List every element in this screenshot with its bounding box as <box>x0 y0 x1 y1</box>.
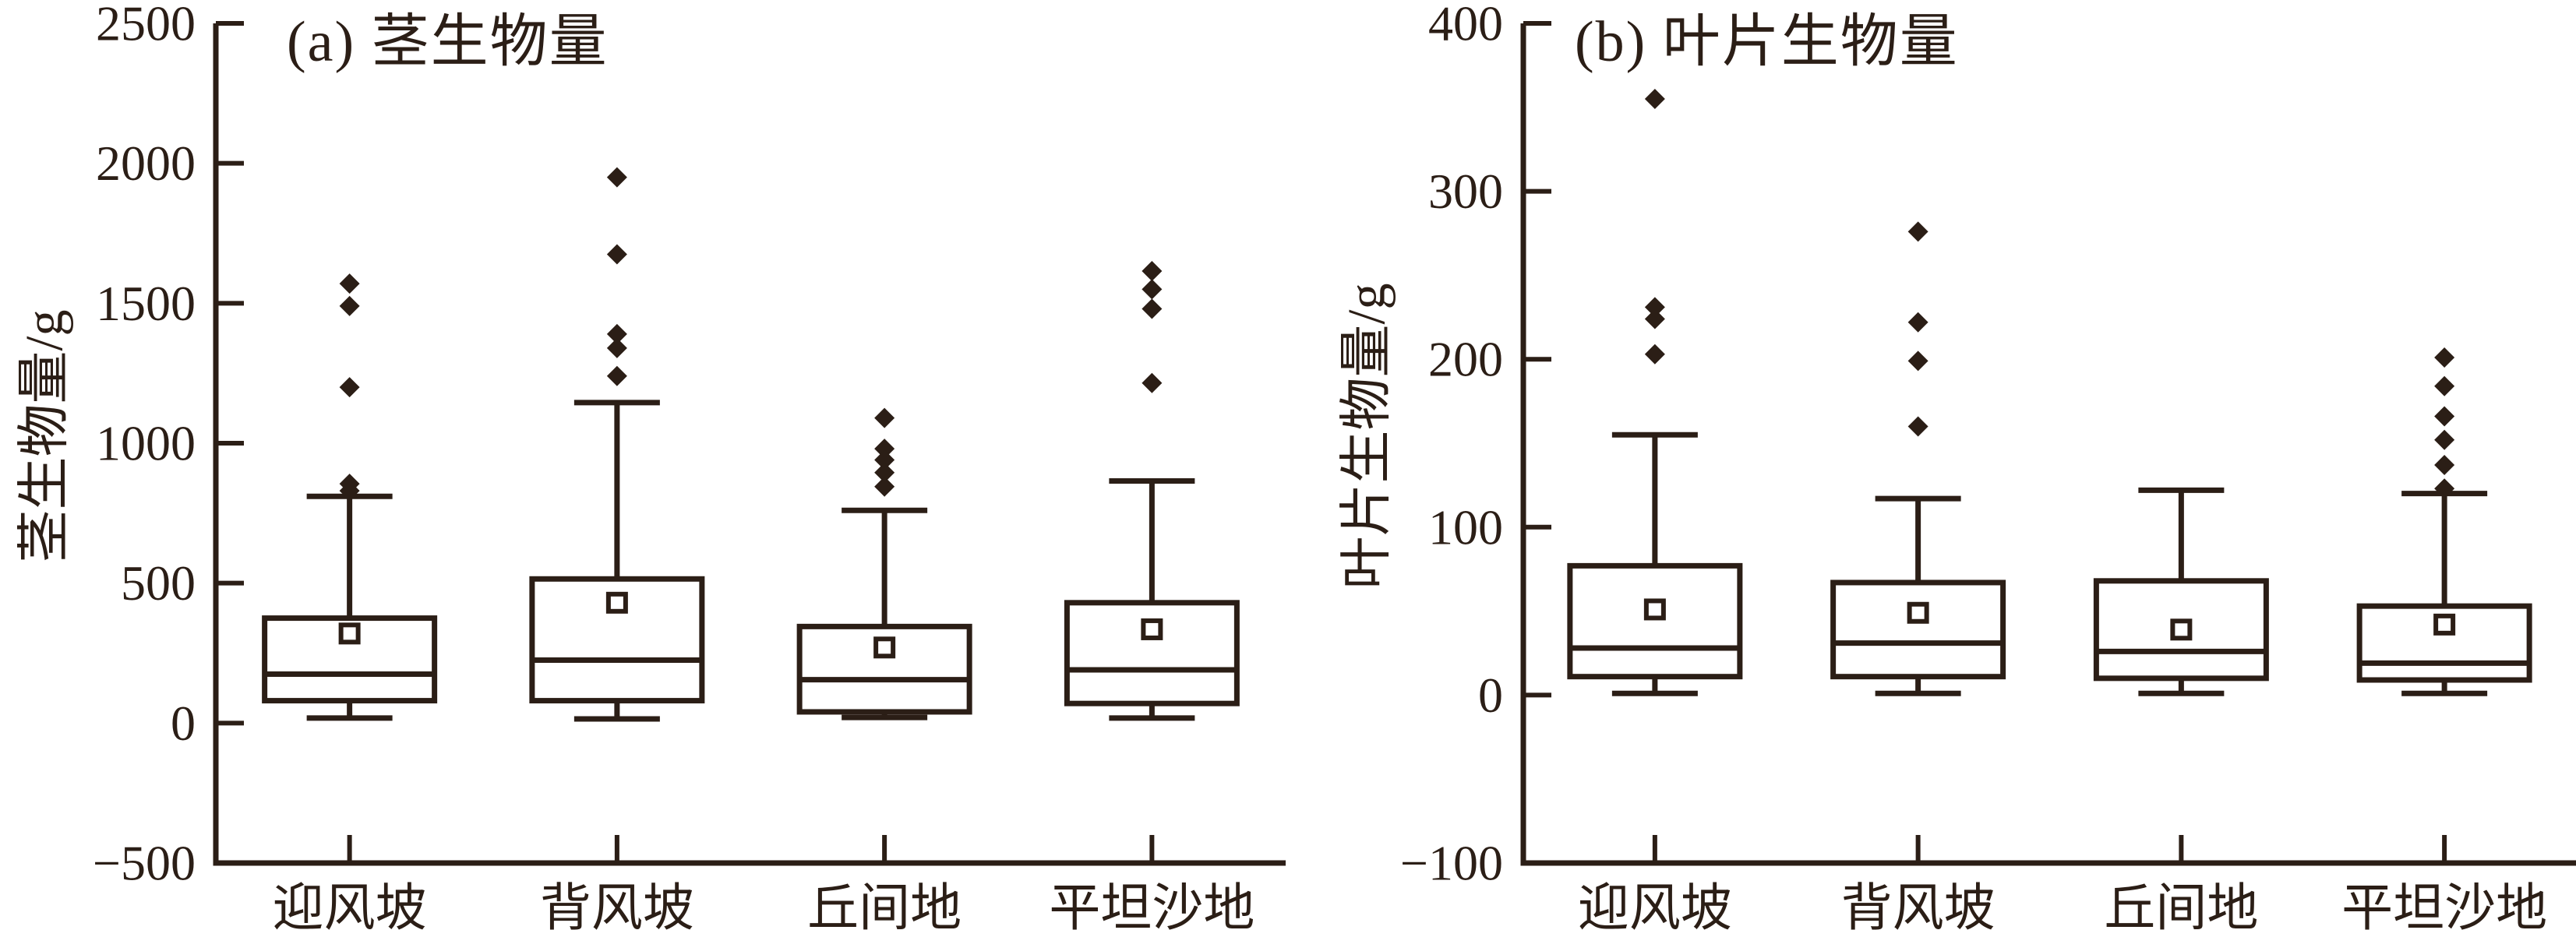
mean-marker <box>1907 601 1929 624</box>
mean-marker <box>873 636 896 659</box>
boxplot-svg-leaf: 400 300 200 100 0 −100 迎风坡 背风坡 丘间地 平坦沙地 <box>1400 0 2576 930</box>
box-group-1 <box>1567 89 1743 696</box>
panel-title-a: (a) 茎生物量 <box>287 10 609 74</box>
outlier-point <box>874 476 895 497</box>
y-tick-label: 200 <box>1428 332 1503 387</box>
y-tick-label: 2000 <box>96 136 196 191</box>
y-tick-label: 2500 <box>96 0 196 51</box>
box-group-3 <box>796 407 972 720</box>
outlier-point <box>1142 279 1163 300</box>
y-tick-label: 300 <box>1428 164 1503 219</box>
y-tick-label: 100 <box>1428 499 1503 555</box>
x-tick-label: 平坦沙地 <box>1049 880 1254 930</box>
box-group-3 <box>2093 487 2269 696</box>
mean-marker <box>1643 598 1666 621</box>
y-axis-label-leaf: 叶片生物量/g <box>1336 283 1396 590</box>
outlier-point <box>606 167 627 188</box>
outlier-point <box>339 481 360 502</box>
y-tick-label: 1000 <box>96 416 196 471</box>
outlier-point <box>2434 478 2455 499</box>
box-rect <box>1830 579 2006 680</box>
outlier-point <box>2434 429 2455 450</box>
outlier-point <box>606 365 627 386</box>
outlier-point <box>2434 347 2455 368</box>
x-tick-label: 背风坡 <box>1841 880 1996 930</box>
y-tick-label: 400 <box>1428 0 1503 51</box>
outlier-point <box>1907 351 1928 372</box>
box-rect <box>262 615 438 704</box>
panel-title-b: (b) 叶片生物量 <box>1575 10 1959 74</box>
mean-marker <box>2433 613 2456 636</box>
x-tick-label: 平坦沙地 <box>2341 880 2547 930</box>
outlier-point <box>874 407 895 428</box>
x-tick-label: 丘间地 <box>807 880 962 930</box>
mean-marker <box>2170 618 2193 641</box>
box-rect <box>1567 562 1743 680</box>
boxplot-svg-stem: 2500 2000 1500 1000 500 0 −500 迎风坡 背风坡 丘间地 平坦沙地 <box>93 0 1286 930</box>
outlier-point <box>874 462 895 483</box>
outlier-point <box>1644 343 1665 365</box>
outlier-point <box>1907 221 1928 242</box>
outlier-point <box>606 244 627 265</box>
outlier-point <box>2434 375 2455 396</box>
y-tick-label: 0 <box>1478 668 1503 723</box>
y-tick-label: 500 <box>121 555 196 611</box>
y-axis-label-stem: 茎生物量/g <box>14 309 74 563</box>
box-group-2 <box>1830 221 2006 696</box>
x-tick-label: 迎风坡 <box>273 880 427 930</box>
outlier-point <box>1644 89 1665 110</box>
mean-marker <box>338 622 361 645</box>
box-group-1 <box>262 273 438 721</box>
mean-marker <box>1141 618 1163 640</box>
y-tick-label: 0 <box>171 696 196 751</box>
outlier-point <box>2434 406 2455 427</box>
box-group-4 <box>2356 347 2532 696</box>
outlier-point <box>339 377 360 398</box>
x-tick-label: 背风坡 <box>540 880 694 930</box>
x-tick-label: 迎风坡 <box>1578 880 1732 930</box>
box-group-4 <box>1064 261 1240 721</box>
outlier-point <box>1644 297 1665 318</box>
outlier-point <box>1142 372 1163 393</box>
mean-marker <box>605 591 628 614</box>
outlier-point <box>339 273 360 294</box>
box-group-2 <box>529 167 705 722</box>
y-tick-label: −100 <box>1400 836 1503 891</box>
outlier-point <box>874 439 895 460</box>
outlier-point <box>1907 416 1928 437</box>
panel-stem-biomass: 2500 2000 1500 1000 500 0 −500 迎风坡 背风坡 丘间地 平坦沙地 (a… <box>14 0 1286 930</box>
outlier-point <box>606 337 627 358</box>
outlier-point <box>1907 312 1928 333</box>
outlier-point <box>606 323 627 344</box>
outlier-point <box>339 295 360 316</box>
outlier-point <box>1142 261 1163 282</box>
y-tick-label: −500 <box>93 836 196 891</box>
outlier-point <box>1142 298 1163 319</box>
outlier-point <box>1644 308 1665 329</box>
y-tick-label: 1500 <box>96 276 196 331</box>
outlier-point <box>874 449 895 470</box>
outlier-point <box>2434 455 2455 476</box>
panel-leaf-biomass: 400 300 200 100 0 −100 迎风坡 背风坡 丘间地 平坦沙地 (b) 叶片生物量… <box>1288 0 2576 930</box>
x-tick-label: 丘间地 <box>2104 880 2258 930</box>
box-rect <box>1064 600 1240 706</box>
